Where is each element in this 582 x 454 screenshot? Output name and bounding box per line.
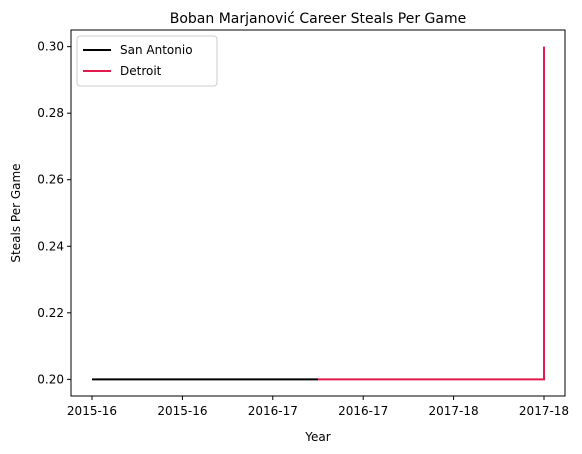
y-axis: 0.20 0.22 0.24 0.26 0.28 0.30 xyxy=(37,40,71,386)
plot-area xyxy=(70,29,566,397)
legend-box xyxy=(76,35,218,87)
legend-label: Detroit xyxy=(120,64,162,78)
x-tick-label: 2017-18 xyxy=(429,404,479,418)
x-tick-label: 2016-17 xyxy=(338,404,388,418)
y-tick-label: 0.28 xyxy=(37,106,64,120)
series-lines xyxy=(92,46,545,381)
series-line-detroit xyxy=(318,46,545,381)
x-tick-label: 2016-17 xyxy=(248,404,298,418)
x-axis: 2015-16 2015-16 2016-17 2016-17 2017-18 2017-… xyxy=(67,396,569,418)
y-tick-label: 0.26 xyxy=(37,173,64,187)
y-tick-label: 0.20 xyxy=(37,372,64,386)
x-tick-label: 2017-18 xyxy=(519,404,569,418)
y-tick-label: 0.30 xyxy=(37,40,64,54)
legend: San Antonio Detroit xyxy=(76,35,218,87)
x-tick-label: 2015-16 xyxy=(67,404,117,418)
x-axis-label: Year xyxy=(304,430,330,444)
y-tick-label: 0.24 xyxy=(37,239,64,253)
x-tick-label: 2015-16 xyxy=(157,404,207,418)
y-axis-label: Steals Per Game xyxy=(9,163,23,262)
y-tick-label: 0.22 xyxy=(37,306,64,320)
legend-label: San Antonio xyxy=(120,43,193,57)
chart-title: Boban Marjanović Career Steals Per Game xyxy=(170,11,466,27)
